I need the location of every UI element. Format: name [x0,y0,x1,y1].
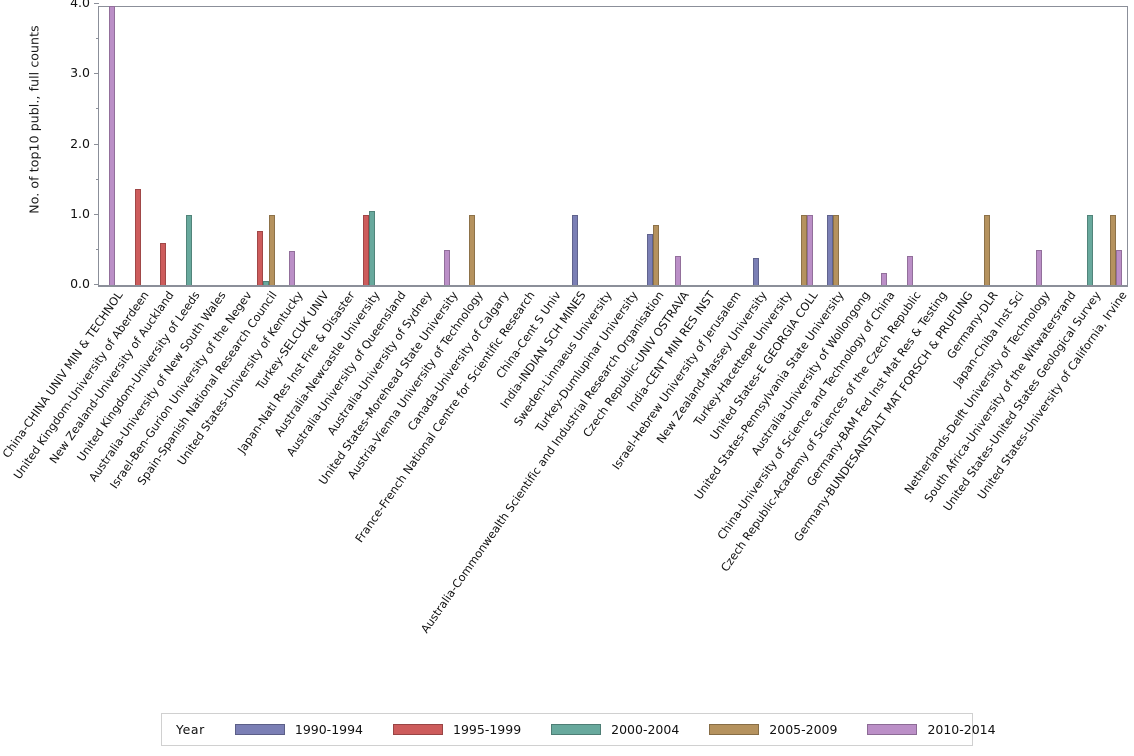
legend-item-label: 2000-2004 [611,722,680,737]
bar [269,214,276,285]
bar [907,255,914,285]
legend-item-label: 2010-2014 [927,722,996,737]
plot-area: 0.0 1.0 2.0 3.0 4.0 [70,0,1127,291]
legend-color-swatch [393,724,444,735]
bar [675,255,682,285]
legend-color-swatch [234,724,285,735]
bar [469,214,476,285]
legend-color-swatch [709,724,760,735]
tick-mark [96,108,99,110]
bar [832,214,839,285]
bar [801,214,808,285]
bar [134,189,141,285]
y-axis-tick-label: 2.0 [70,135,90,151]
y-axis-title: No. of top10 publ., full counts [26,25,42,214]
tick-mark [94,143,99,145]
y-axis-tick-label: 1.0 [70,205,90,221]
tick-mark [94,284,99,285]
bar [160,242,167,285]
legend-item-label: 2005-2009 [769,722,838,737]
bar [369,211,376,285]
bar [443,249,450,285]
bar [752,257,759,285]
bar [572,214,579,285]
legend-item-1995-1999[interactable]: 1995-1999 [393,722,521,737]
plot-frame: 0.0 1.0 2.0 3.0 4.0 [70,0,1128,291]
legend-item-label: 1990-1994 [294,722,364,737]
bar [984,214,991,285]
y-axis-tick-label: 0.0 [70,276,90,291]
bar [108,6,115,285]
bar [646,233,653,285]
bar [263,280,270,285]
tick-mark [94,3,99,4]
bar [363,214,370,285]
bar [881,273,888,285]
bar [807,214,814,285]
bar [186,214,193,285]
legend-item-2010-2014[interactable]: 2010-2014 [867,722,996,737]
legend-item-1990-1994[interactable]: 1990-1994 [234,722,364,737]
bar [1035,249,1042,285]
bar [257,230,264,285]
legend-color-swatch [551,724,602,735]
legend: Year 1990-1994 1995-1999 2000-2004 2005-200… [161,713,996,746]
bar [1110,214,1117,285]
tick-mark [94,73,99,75]
y-axis-tick-label: 4.0 [70,0,90,10]
tick-mark [96,178,99,180]
x-axis-labels: China-CHINA UNIV MIN & TECHNOL United Kin… [0,289,1130,709]
bar [1087,214,1094,285]
legend-item-2005-2009[interactable]: 2005-2009 [709,722,837,737]
legend-item-2000-2004[interactable]: 2000-2004 [551,722,679,737]
legend-title: Year [176,722,205,737]
y-axis-tick-label: 3.0 [70,65,90,81]
legend-item-label: 1995-1999 [453,722,522,737]
bar [652,224,659,285]
tick-mark [96,38,99,40]
bar [289,250,296,285]
tick-mark [96,248,99,250]
legend-color-swatch [867,724,918,735]
legend-entries: 1990-1994 1995-1999 2000-2004 2005-2009 2010… [234,722,1026,737]
bar [826,214,833,285]
bar [1116,249,1123,285]
tick-mark [94,213,99,215]
